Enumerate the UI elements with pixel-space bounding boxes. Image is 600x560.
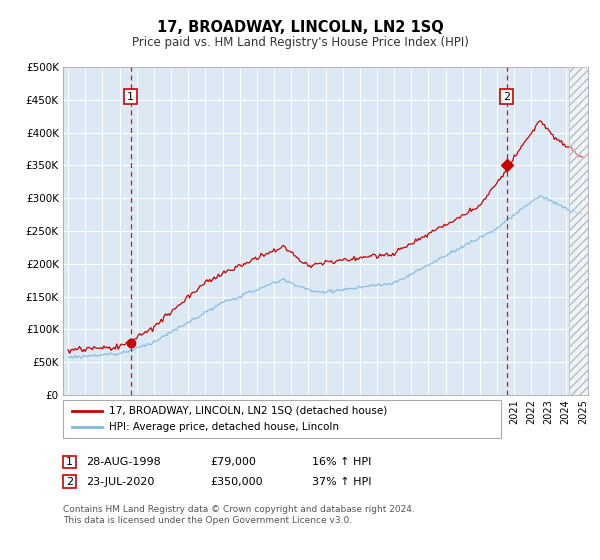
Bar [569, 67, 588, 395]
Text: Price paid vs. HM Land Registry's House Price Index (HPI): Price paid vs. HM Land Registry's House … [131, 36, 469, 49]
Text: 2: 2 [66, 477, 73, 487]
Text: 23-JUL-2020: 23-JUL-2020 [86, 477, 154, 487]
Text: Contains HM Land Registry data © Crown copyright and database right 2024.
This d: Contains HM Land Registry data © Crown c… [63, 505, 415, 525]
Text: £79,000: £79,000 [210, 457, 256, 467]
Text: 17, BROADWAY, LINCOLN, LN2 1SQ (detached house): 17, BROADWAY, LINCOLN, LN2 1SQ (detached… [109, 405, 388, 416]
Bar [569, 67, 588, 395]
Text: 28-AUG-1998: 28-AUG-1998 [86, 457, 161, 467]
Text: HPI: Average price, detached house, Lincoln: HPI: Average price, detached house, Linc… [109, 422, 339, 432]
Text: 2: 2 [503, 92, 510, 102]
Text: £350,000: £350,000 [210, 477, 263, 487]
Text: 1: 1 [66, 457, 73, 467]
Text: 16% ↑ HPI: 16% ↑ HPI [312, 457, 371, 467]
Text: 1: 1 [127, 92, 134, 102]
Text: 17, BROADWAY, LINCOLN, LN2 1SQ: 17, BROADWAY, LINCOLN, LN2 1SQ [157, 20, 443, 35]
Text: 37% ↑ HPI: 37% ↑ HPI [312, 477, 371, 487]
